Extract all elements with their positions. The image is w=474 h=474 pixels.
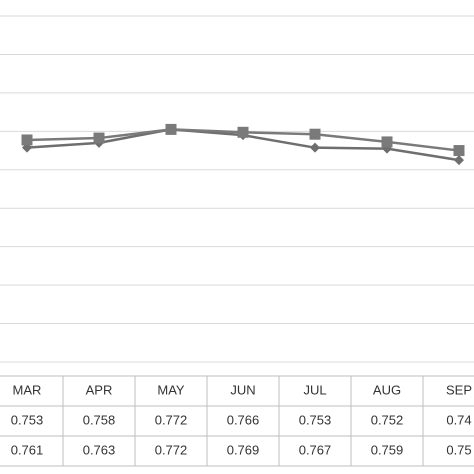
category-label: MAY [157,382,185,397]
category-label: JUL [303,382,326,397]
table-value: 0.763 [83,442,116,457]
table-value: 0.753 [299,412,332,427]
marker-square [237,126,249,138]
table-value: 0.772 [155,412,188,427]
marker-square [93,132,105,144]
table-value: 0.769 [227,442,260,457]
table-value: 0.759 [371,442,404,457]
category-label: APR [86,382,113,397]
marker-square [453,145,465,157]
category-label: AUG [373,382,401,397]
category-label: SEP [446,382,472,397]
marker-square [21,134,33,146]
table-value: 0.772 [155,442,188,457]
table-value: 0.753 [11,412,44,427]
marker-diamond [454,155,464,166]
table-value: 0.767 [299,442,332,457]
table-value: 0.766 [227,412,260,427]
marker-diamond [310,142,320,153]
marker-square [309,128,321,140]
table-value: 0.761 [11,442,44,457]
table-value: 0.752 [371,412,404,427]
table-value: 0.75 [446,442,471,457]
marker-square [381,136,393,148]
table-value: 0.74 [446,412,471,427]
category-label: JUN [230,382,255,397]
category-label: MAR [13,382,42,397]
table-value: 0.758 [83,412,116,427]
marker-square [165,123,177,135]
